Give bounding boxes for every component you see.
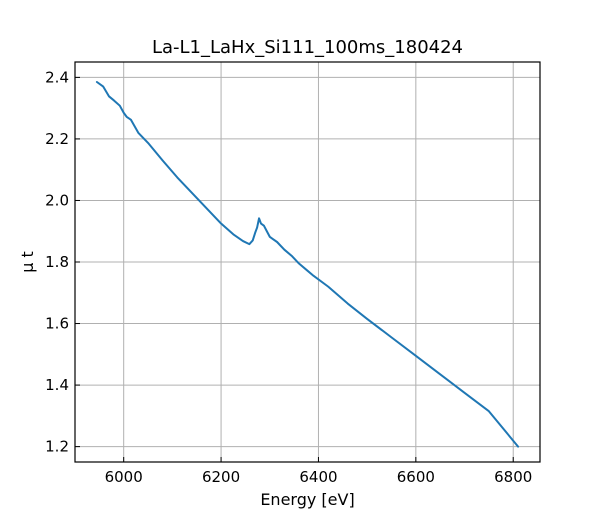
ticks: 6000 6200 6400 6600 6800 1.2 1.4 1.6 1.8 2.0 2.2 2.… <box>45 68 532 486</box>
x-tick-label: 6000 <box>105 468 143 486</box>
y-tick-label: 1.8 <box>45 253 69 271</box>
series-line <box>95 81 520 448</box>
y-tick-label: 1.6 <box>45 315 69 333</box>
x-tick-label: 6600 <box>397 468 435 486</box>
data-layer <box>95 81 520 448</box>
x-axis-title: Energy [eV] <box>260 490 354 509</box>
y-tick-label: 1.4 <box>45 376 69 394</box>
y-axis-title: μ t <box>18 251 37 273</box>
y-tick-label: 1.2 <box>45 438 69 456</box>
x-tick-label: 6800 <box>494 468 532 486</box>
chart-title: La-L1_LaHx_Si111_100ms_180424 <box>152 37 463 58</box>
grid <box>75 62 540 462</box>
y-tick-label: 2.2 <box>45 130 69 148</box>
y-tick-label: 2.4 <box>45 68 69 86</box>
x-tick-label: 6200 <box>202 468 240 486</box>
x-tick-label: 6400 <box>299 468 337 486</box>
y-tick-label: 2.0 <box>45 191 69 209</box>
